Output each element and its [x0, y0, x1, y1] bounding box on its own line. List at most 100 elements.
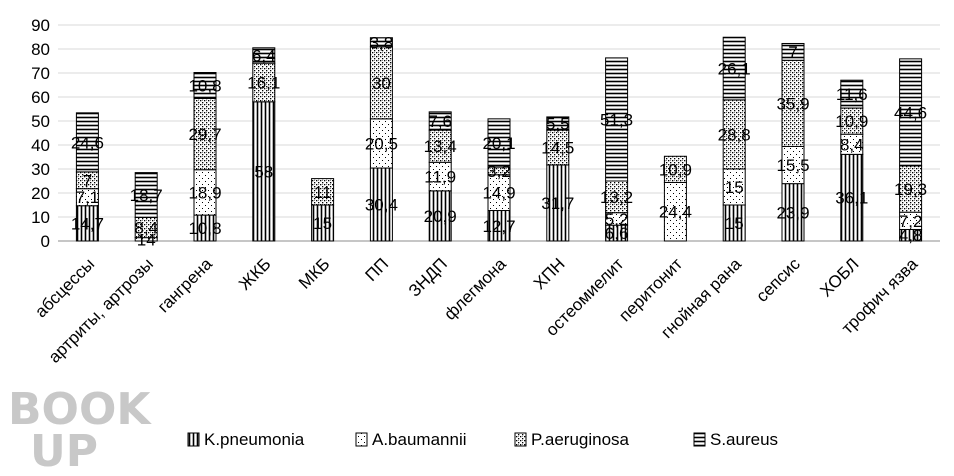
x-category-label: сепсис [752, 254, 804, 306]
data-label: 10,8 [188, 76, 221, 95]
x-category-label: ПП [362, 254, 393, 285]
y-tick-label: 60 [31, 88, 50, 107]
data-label: 5,2 [605, 210, 629, 229]
data-label: 8,4 [134, 219, 158, 238]
data-label: 11,6 [836, 85, 868, 104]
data-label: 10,8 [188, 219, 221, 238]
data-label: 23,9 [776, 203, 809, 222]
data-label: 6,4 [252, 46, 276, 65]
legend-label: P.aeruginosa [531, 430, 630, 449]
data-label: 14 [137, 230, 156, 249]
data-label: 7,1 [76, 188, 100, 207]
bar-segment-p-aeruginosa [663, 155, 687, 183]
data-label: 31,7 [541, 194, 574, 213]
data-label: 5,5 [546, 115, 570, 134]
data-label: 15,5 [776, 156, 809, 175]
y-tick-label: 80 [31, 40, 50, 59]
data-label: 10,9 [835, 112, 868, 131]
bar-segment-s-aureus [546, 116, 570, 131]
data-label: 13,2 [600, 188, 633, 207]
bar-segment-s-aureus [252, 47, 276, 64]
legend-swatch [355, 432, 368, 447]
data-label: 19,3 [894, 180, 927, 199]
data-label: 10,9 [659, 160, 692, 179]
data-label: 30 [372, 74, 391, 93]
data-label: 7,2 [899, 212, 923, 231]
data-label: 11,9 [424, 168, 456, 187]
data-label: 24,6 [71, 133, 104, 152]
data-label: 24,4 [659, 203, 692, 222]
data-label: 20,1 [482, 134, 515, 153]
data-label: 14,9 [482, 184, 515, 203]
bar-segment-p-aeruginosa [311, 178, 335, 206]
data-label: 6,6 [605, 224, 629, 243]
data-label: 13,4 [424, 137, 457, 156]
x-category-label: МКБ [295, 254, 333, 292]
bar-segment-s-aureus [75, 112, 99, 173]
data-label: 11 [314, 183, 332, 202]
data-label: 44,6 [894, 103, 927, 122]
data-label: 3,2 [487, 162, 511, 181]
data-label: 36,1 [835, 189, 868, 208]
data-label: 30,4 [365, 196, 398, 215]
bar-segment-s-aureus [193, 72, 217, 99]
bars [75, 36, 923, 242]
data-label: 29,7 [188, 125, 221, 144]
data-label: 4,8 [899, 226, 923, 245]
y-tick-label: 20 [31, 184, 50, 203]
watermark-line1: BOOK [8, 384, 152, 435]
data-label: 7 [788, 43, 797, 62]
y-tick-label: 0 [41, 232, 50, 251]
y-tick-label: 30 [31, 160, 50, 179]
data-label: 20,9 [424, 207, 457, 226]
data-label: 7 [83, 171, 92, 190]
bar-segment-s-aureus [134, 172, 158, 218]
bar-segment-s-aureus [781, 42, 805, 61]
data-label: 18,9 [188, 183, 221, 202]
legend-label: A.baumannii [372, 430, 467, 449]
y-tick-label: 40 [31, 136, 50, 155]
legend: K.pneumonia A.baumannii P.aeruginosa S.aure… [187, 430, 778, 449]
data-label: 12,7 [482, 217, 515, 236]
legend-label: K.pneumonia [204, 430, 305, 449]
legend-swatch [514, 432, 527, 447]
watermark-line2: UP [30, 426, 98, 476]
x-category-label: ХПН [530, 254, 569, 293]
y-tick-label: 50 [31, 112, 50, 131]
bar-segment-s-aureus [899, 58, 923, 167]
data-label: 18,7 [130, 186, 163, 205]
data-label: 8,4 [840, 135, 864, 154]
legend-label: S.aureus [710, 430, 778, 449]
data-label: 15 [725, 214, 744, 233]
bar-segment-s-aureus [605, 57, 629, 182]
bar-segment-s-aureus [487, 118, 511, 168]
data-label: 7,6 [428, 112, 452, 131]
legend-swatch [187, 432, 200, 447]
data-label: 28,8 [718, 125, 751, 144]
y-tick-label: 70 [31, 64, 50, 83]
x-category-label: флегмона [440, 254, 510, 324]
data-label: 14,5 [541, 139, 574, 158]
data-label: 14,7 [71, 214, 104, 233]
x-category-label: ЗНДП [405, 254, 451, 300]
bar-segment-s-aureus [428, 111, 452, 131]
data-label: 16,1 [247, 73, 280, 92]
data-label: 51,3 [600, 110, 633, 129]
y-tick-label: 10 [31, 208, 50, 227]
data-label: 20,5 [365, 134, 398, 153]
data-label: 58 [254, 162, 273, 181]
x-category-label: артриты, артрозы [45, 254, 157, 366]
data-label: 15 [725, 178, 744, 197]
x-category-label: ХОБЛ [816, 254, 862, 300]
x-category-label: гангрена [154, 254, 216, 316]
data-label: 35,9 [776, 94, 809, 113]
x-category-label: ЖКБ [235, 254, 274, 293]
bar-segment-s-aureus [369, 37, 393, 48]
data-label: 3,8 [370, 33, 394, 52]
legend-swatch [693, 432, 706, 447]
data-label: 15 [313, 214, 332, 233]
